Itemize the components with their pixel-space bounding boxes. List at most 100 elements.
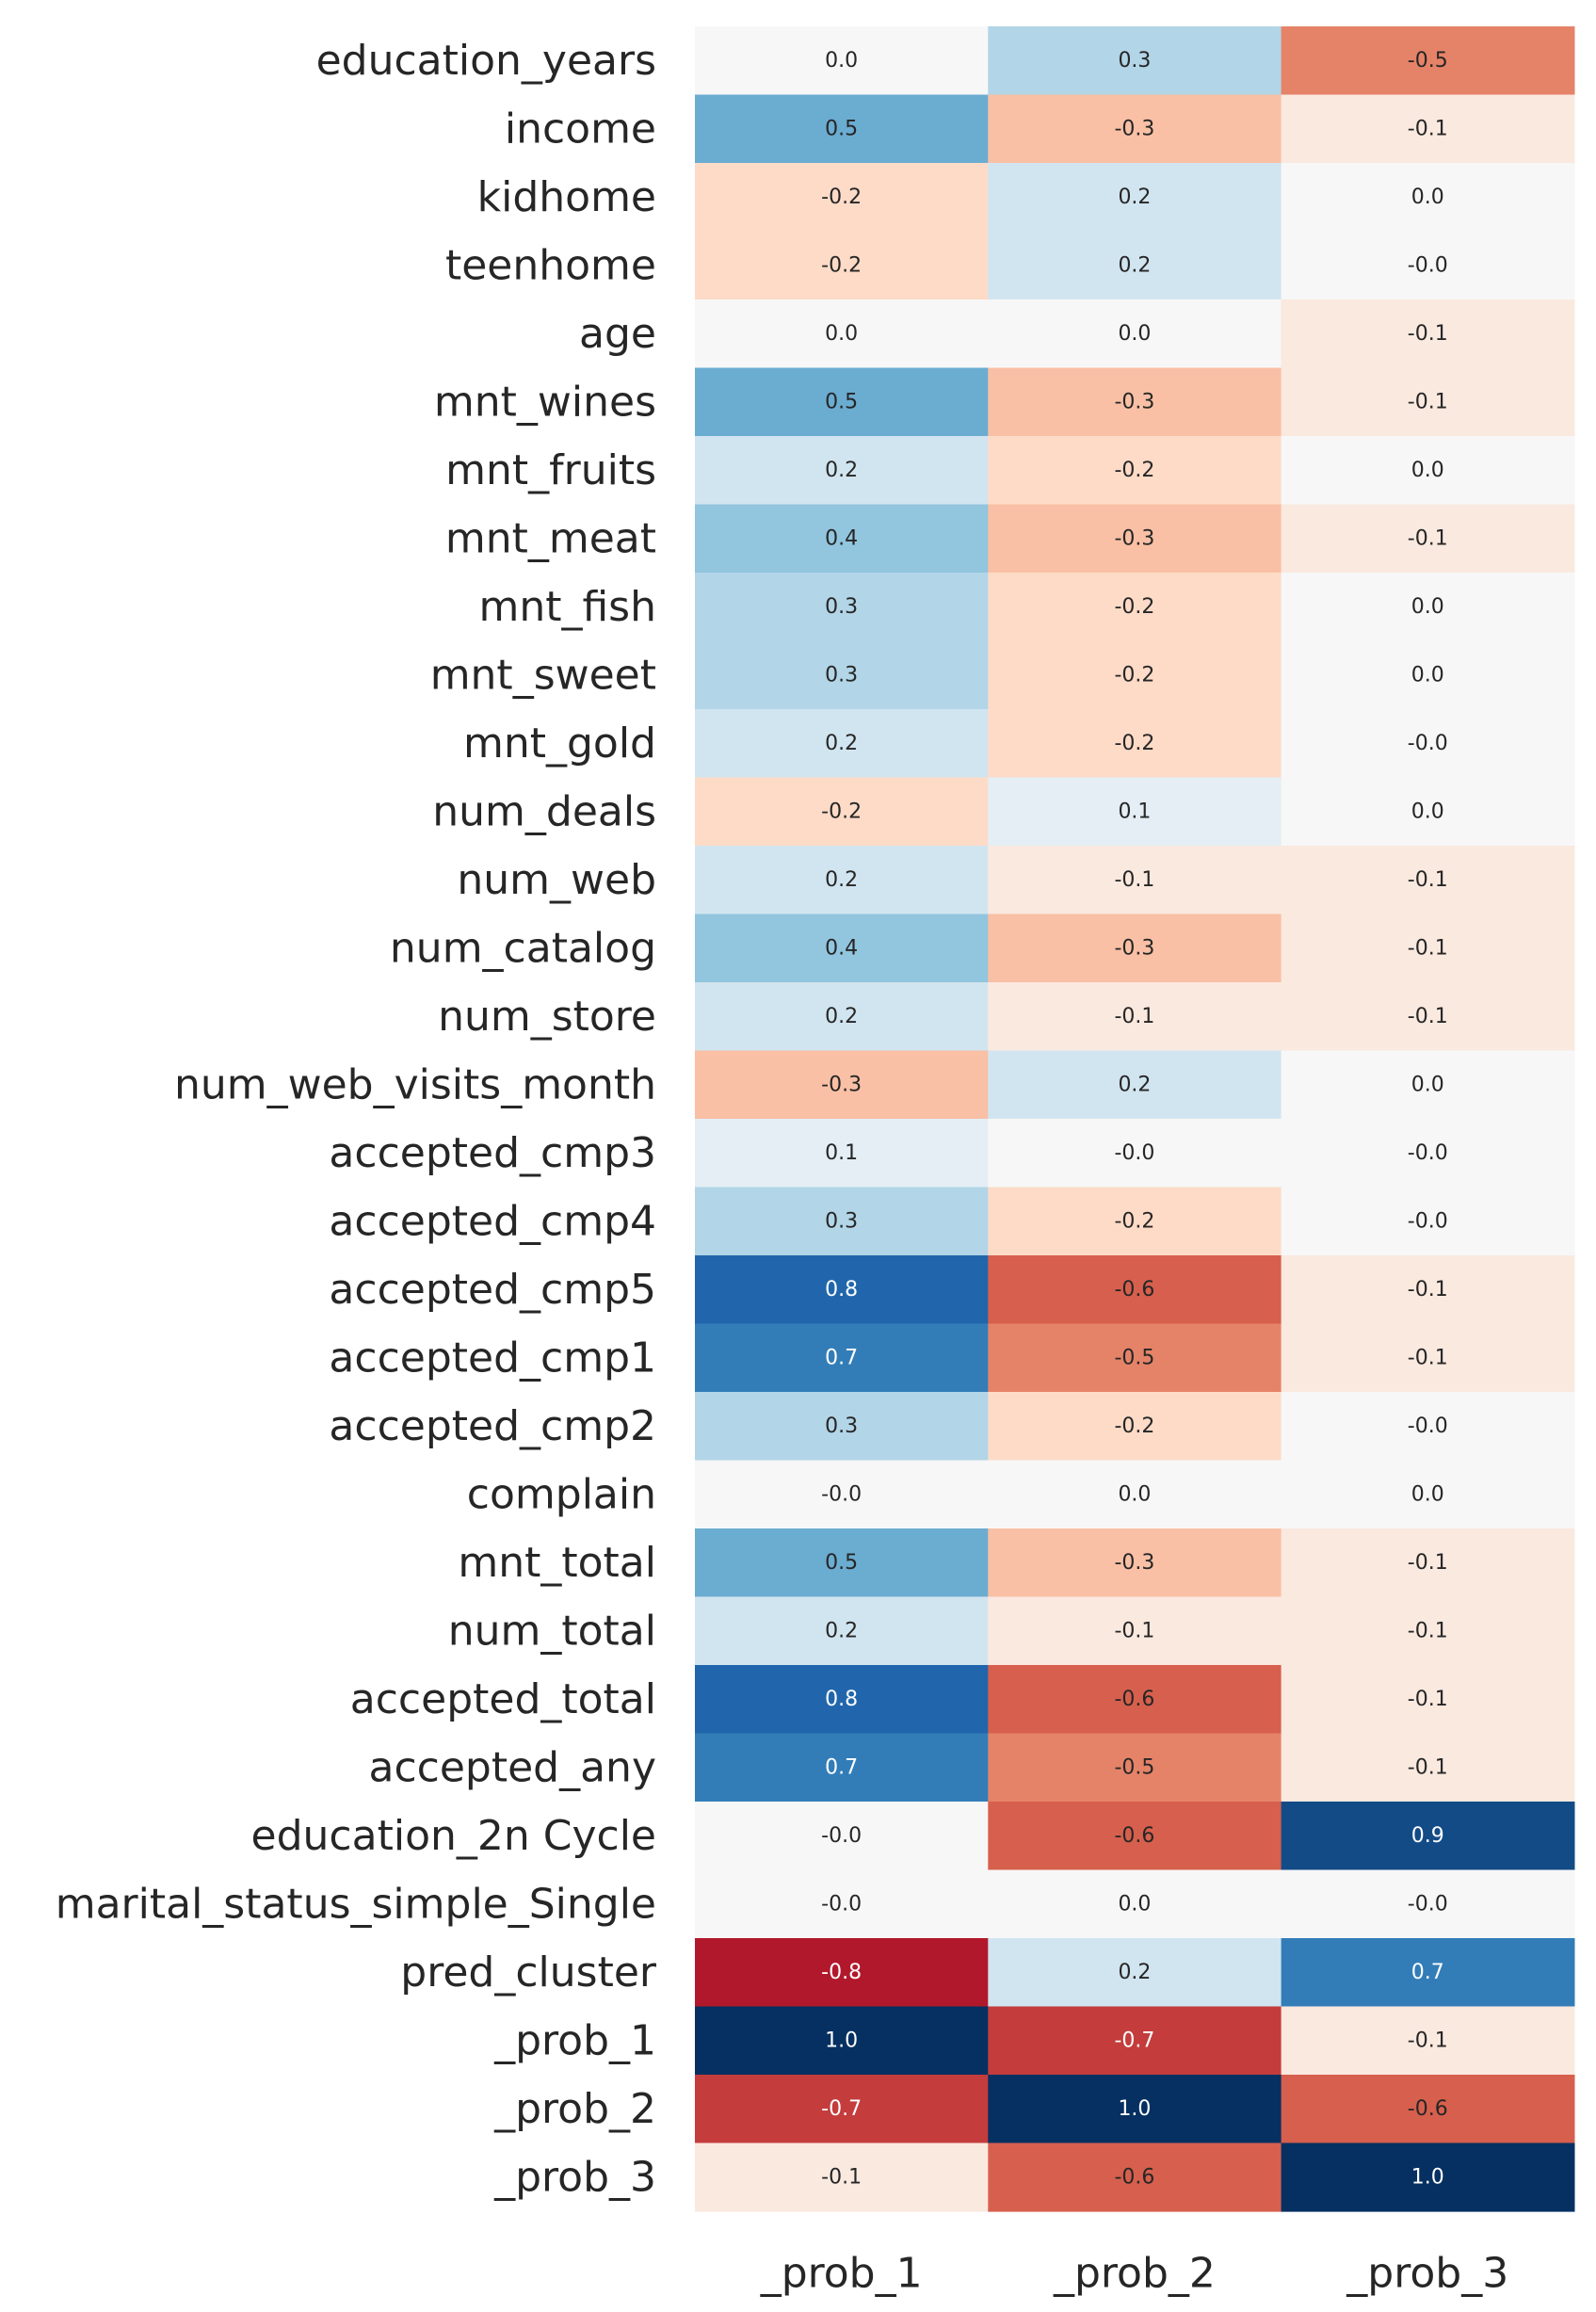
heatmap-cell <box>1281 436 1575 506</box>
heatmap-cell <box>695 1665 989 1735</box>
cell-value-label: -0.5 <box>1114 1346 1154 1369</box>
heatmap-cell <box>1281 913 1575 983</box>
heatmap-cell <box>695 846 989 915</box>
row-label: mnt_fish <box>478 583 656 631</box>
cell-value-label: 0.2 <box>825 868 858 892</box>
cell-value-label: 0.7 <box>1411 1961 1444 1984</box>
cell-value-label: -0.1 <box>1408 1619 1448 1642</box>
heatmap-cell <box>988 709 1282 779</box>
cell-value-label: -0.1 <box>1408 390 1448 413</box>
heatmap-cell <box>1281 1119 1575 1188</box>
heatmap-cell <box>1281 2006 1575 2076</box>
cell-value-label: -0.3 <box>821 1073 862 1096</box>
heatmap-cell <box>695 299 989 369</box>
heatmap-cell <box>1281 26 1575 96</box>
cell-value-label: 0.8 <box>825 1278 858 1302</box>
cell-value-label: 0.0 <box>825 322 858 346</box>
cell-value-label: -0.6 <box>1114 1688 1154 1711</box>
cell-value-label: -0.2 <box>1114 663 1154 687</box>
heatmap-cell <box>988 1802 1282 1871</box>
cell-value-label: -0.3 <box>1114 936 1154 960</box>
heatmap-cell <box>988 913 1282 983</box>
row-label: num_web <box>457 856 656 904</box>
heatmap-cells: 0.0 0.3 -0.5 0.5 -0.3 -0.1 -0.2 0.2 0.0 -0.2 0.2 -0… <box>695 26 1575 2212</box>
heatmap-cell <box>1281 367 1575 437</box>
cell-value-label: -0.2 <box>1114 1209 1154 1233</box>
row-label: _prob_3 <box>493 2153 656 2201</box>
cell-value-label: 0.0 <box>1411 186 1444 209</box>
cell-value-label: 0.1 <box>825 1141 858 1165</box>
cell-value-label: -0.1 <box>1114 868 1154 892</box>
heatmap-cell <box>1281 1869 1575 1939</box>
cell-value-label: -0.1 <box>1408 1551 1448 1575</box>
heatmap-cell <box>988 1392 1282 1462</box>
heatmap-cell <box>988 1938 1282 2008</box>
heatmap-cell <box>988 299 1282 369</box>
heatmap-cell <box>695 1187 989 1256</box>
heatmap-cell <box>695 94 989 164</box>
row-label: num_catalog <box>390 924 656 972</box>
cell-value-label: 0.5 <box>825 1551 858 1575</box>
heatmap-cell <box>695 1050 989 1120</box>
cell-value-label: -0.8 <box>821 1961 862 1984</box>
cell-value-label: -0.1 <box>1114 1005 1154 1028</box>
cell-value-label: 0.3 <box>825 1209 858 1233</box>
heatmap-cell <box>695 26 989 96</box>
cell-value-label: -0.0 <box>821 1892 862 1916</box>
cell-value-label: 0.2 <box>825 1619 858 1642</box>
cell-value-label: 0.2 <box>825 1005 858 1028</box>
row-label: teenhome <box>445 241 656 289</box>
cell-value-label: 1.0 <box>1118 2097 1151 2121</box>
cell-value-label: 0.0 <box>1118 1892 1151 1916</box>
cell-value-label: 0.7 <box>825 1755 858 1779</box>
cell-value-label: 0.7 <box>825 1346 858 1369</box>
cell-value-label: 0.0 <box>1411 1073 1444 1096</box>
cell-value-label: 0.2 <box>1118 1961 1151 1984</box>
cell-value-label: 0.0 <box>1411 800 1444 823</box>
heatmap-cell <box>988 1869 1282 1939</box>
heatmap-cell <box>1281 1938 1575 2008</box>
row-label: marital_status_simple_Single <box>56 1880 656 1928</box>
cell-value-label: -0.3 <box>1114 117 1154 140</box>
cell-value-label: -0.1 <box>1408 322 1448 346</box>
cell-value-label: -0.5 <box>1114 1755 1154 1779</box>
cell-value-label: -0.7 <box>821 2097 862 2121</box>
cell-value-label: -0.1 <box>1408 1755 1448 1779</box>
column-label: _prob_1 <box>760 2250 923 2298</box>
cell-value-label: -0.1 <box>1408 526 1448 550</box>
cell-value-label: -0.1 <box>821 2165 862 2189</box>
cell-value-label: -0.1 <box>1408 1688 1448 1711</box>
cell-value-label: -0.2 <box>1114 1415 1154 1438</box>
cell-value-label: -0.2 <box>1114 459 1154 482</box>
heatmap-cell <box>988 94 1282 164</box>
row-label: mnt_gold <box>463 719 656 768</box>
cell-value-label: 0.5 <box>825 117 858 140</box>
cell-value-label: -0.2 <box>821 800 862 823</box>
cell-value-label: -0.2 <box>821 253 862 277</box>
heatmap-cell <box>1281 1323 1575 1393</box>
heatmap-cell <box>988 1050 1282 1120</box>
row-label: mnt_wines <box>434 378 656 426</box>
cell-value-label: -0.1 <box>1408 868 1448 892</box>
heatmap-cell <box>695 573 989 642</box>
cell-value-label: 0.0 <box>825 49 858 73</box>
cell-value-label: 0.5 <box>825 390 858 413</box>
heatmap-cell <box>695 1596 989 1666</box>
heatmap-cell <box>1281 1665 1575 1735</box>
heatmap-cell <box>695 231 989 300</box>
row-label: accepted_cmp5 <box>329 1266 656 1314</box>
heatmap-cell <box>695 1392 989 1462</box>
heatmap-cell <box>695 1733 989 1803</box>
cell-value-label: 0.3 <box>825 1415 858 1438</box>
cell-value-label: -0.1 <box>1408 1346 1448 1369</box>
heatmap-cell <box>695 1938 989 2008</box>
heatmap-cell <box>988 1665 1282 1735</box>
heatmap-cell <box>1281 777 1575 847</box>
cell-value-label: 0.0 <box>1411 459 1444 482</box>
heatmap-cell <box>695 2006 989 2076</box>
heatmap-cell <box>1281 1528 1575 1598</box>
heatmap-cell <box>1281 94 1575 164</box>
heatmap-cell <box>1281 2142 1575 2212</box>
